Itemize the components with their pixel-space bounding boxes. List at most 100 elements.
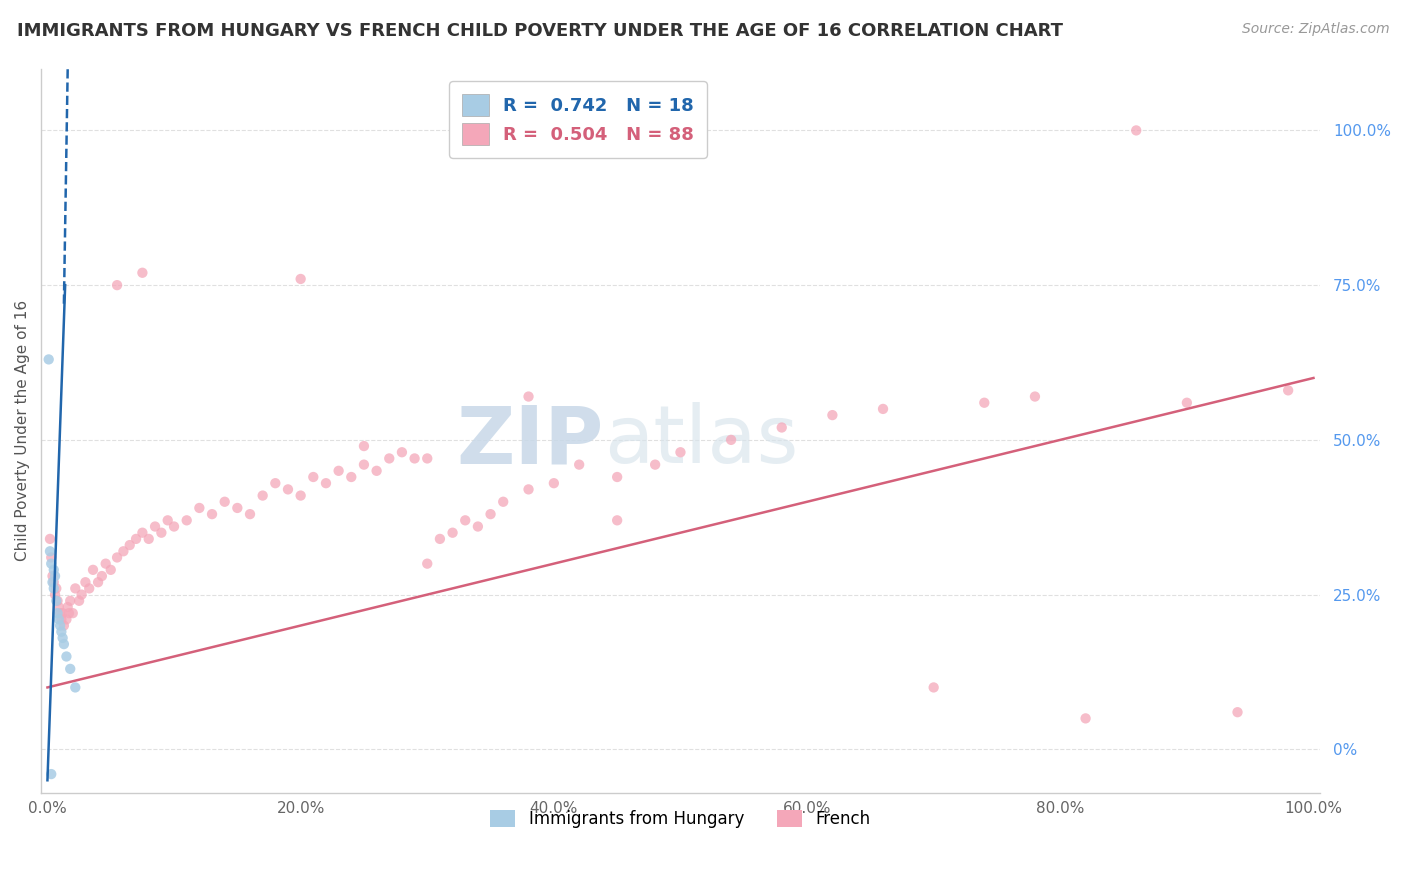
Point [441, 525, 464, 540]
Point [52, 606, 75, 620]
Point [188, 500, 211, 515]
Point [45, 594, 67, 608]
Point [378, 451, 401, 466]
Point [606, 470, 628, 484]
Point [1226, 705, 1249, 719]
Point [1024, 390, 1046, 404]
Point [42, 563, 65, 577]
Point [67, 594, 90, 608]
Point [568, 458, 591, 472]
Point [353, 439, 375, 453]
Point [543, 476, 565, 491]
Point [39, 532, 62, 546]
Text: atlas: atlas [603, 402, 799, 481]
Point [416, 557, 439, 571]
Point [55, 649, 77, 664]
Point [454, 513, 477, 527]
Point [366, 464, 388, 478]
Point [59, 594, 82, 608]
Text: Source: ZipAtlas.com: Source: ZipAtlas.com [1241, 22, 1389, 37]
Point [118, 538, 141, 552]
Point [49, 606, 72, 620]
Point [315, 476, 337, 491]
Point [143, 519, 166, 533]
Point [669, 445, 692, 459]
Point [1277, 384, 1299, 398]
Point [38, 352, 60, 367]
Point [467, 519, 489, 533]
Point [48, 612, 70, 626]
Point [44, 588, 66, 602]
Point [62, 606, 84, 620]
Point [39, 557, 62, 571]
Point [290, 272, 312, 286]
Point [48, 599, 70, 614]
Point [176, 513, 198, 527]
Point [44, 569, 66, 583]
Point [872, 401, 894, 416]
Point [65, 681, 87, 695]
Point [720, 433, 742, 447]
Text: IMMIGRANTS FROM HUNGARY VS FRENCH CHILD POVERTY UNDER THE AGE OF 16 CORRELATION : IMMIGRANTS FROM HUNGARY VS FRENCH CHILD … [17, 22, 1063, 40]
Point [100, 563, 122, 577]
Point [41, 569, 63, 583]
Point [65, 582, 87, 596]
Point [214, 495, 236, 509]
Point [51, 624, 73, 639]
Text: ZIP: ZIP [457, 402, 603, 481]
Y-axis label: Child Poverty Under the Age of 16: Child Poverty Under the Age of 16 [15, 300, 30, 561]
Point [52, 631, 75, 645]
Point [922, 681, 945, 695]
Point [82, 563, 104, 577]
Point [163, 519, 186, 533]
Point [429, 532, 451, 546]
Point [150, 525, 173, 540]
Point [87, 575, 110, 590]
Point [94, 557, 117, 571]
Point [70, 588, 93, 602]
Point [49, 618, 72, 632]
Point [52, 618, 75, 632]
Point [46, 594, 69, 608]
Point [112, 544, 135, 558]
Point [606, 513, 628, 527]
Point [517, 483, 540, 497]
Point [328, 464, 350, 478]
Point [156, 513, 179, 527]
Point [416, 451, 439, 466]
Point [770, 420, 793, 434]
Point [58, 606, 80, 620]
Point [45, 582, 67, 596]
Point [290, 489, 312, 503]
Point [42, 575, 65, 590]
Point [105, 550, 128, 565]
Point [492, 495, 515, 509]
Point [42, 582, 65, 596]
Point [973, 395, 995, 409]
Point [1175, 395, 1198, 409]
Point [353, 458, 375, 472]
Point [391, 445, 413, 459]
Point [52, 637, 75, 651]
Point [56, 599, 79, 614]
Point [1074, 711, 1097, 725]
Point [1125, 123, 1147, 137]
Point [59, 662, 82, 676]
Point [302, 470, 325, 484]
Point [138, 532, 160, 546]
Point [41, 575, 63, 590]
Point [131, 266, 153, 280]
Point [51, 612, 73, 626]
Point [75, 575, 97, 590]
Point [39, 767, 62, 781]
Point [105, 278, 128, 293]
Point [277, 483, 299, 497]
Point [201, 507, 224, 521]
Point [479, 507, 502, 521]
Point [90, 569, 112, 583]
Point [46, 606, 69, 620]
Point [264, 476, 287, 491]
Point [77, 582, 100, 596]
Point [39, 550, 62, 565]
Point [239, 507, 262, 521]
